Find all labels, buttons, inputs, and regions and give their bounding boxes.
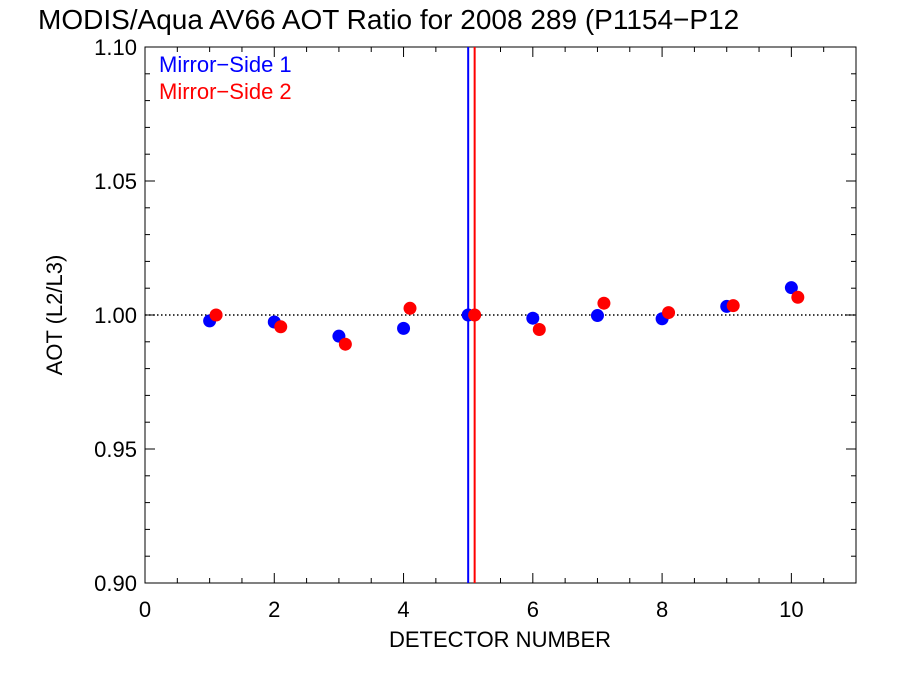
y-axis-label: AOT (L2/L3) xyxy=(42,255,67,376)
series-1-point xyxy=(590,309,604,323)
x-tick-label: 0 xyxy=(139,597,151,622)
x-tick-label: 4 xyxy=(397,597,409,622)
axis-ticks: 0 2 4 6 8 10 0.90 0.95 1.00 1.05 1.10 xyxy=(94,35,857,622)
y-tick-label: 1.00 xyxy=(94,303,137,328)
series-2-point xyxy=(597,296,611,310)
data-points xyxy=(203,281,805,351)
reference-lines xyxy=(145,47,856,583)
series-2-point xyxy=(274,320,288,334)
series-2-point xyxy=(662,306,676,320)
y-tick-label: 1.05 xyxy=(94,169,137,194)
series-2-point xyxy=(532,322,546,336)
y-tick-label: 0.95 xyxy=(94,437,137,462)
series-2-point xyxy=(791,290,805,304)
series-1-point xyxy=(397,321,411,335)
x-tick-label: 6 xyxy=(527,597,539,622)
legend-entry-1: Mirror−Side 1 xyxy=(159,52,292,77)
series-1-point xyxy=(526,311,540,325)
y-tick-label: 0.90 xyxy=(94,571,137,596)
x-tick-label: 2 xyxy=(268,597,280,622)
legend-entry-2: Mirror−Side 2 xyxy=(159,79,292,104)
series-2-point xyxy=(338,337,352,351)
x-axis-label: DETECTOR NUMBER xyxy=(389,627,611,652)
series-1-point xyxy=(784,281,798,295)
x-tick-label: 10 xyxy=(779,597,803,622)
series-2-point xyxy=(403,301,417,315)
series-2-point xyxy=(726,299,740,313)
series-2-point xyxy=(209,308,223,322)
x-tick-label: 8 xyxy=(656,597,668,622)
y-tick-label: 1.10 xyxy=(94,35,137,60)
series-2-point xyxy=(468,308,482,322)
chart-title: MODIS/Aqua AV66 AOT Ratio for 2008 289 (… xyxy=(38,4,739,35)
